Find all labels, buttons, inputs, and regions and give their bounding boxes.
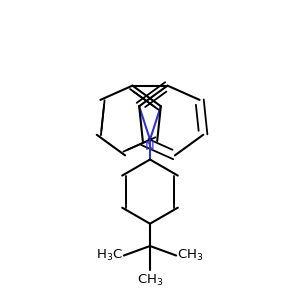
- Text: N: N: [145, 140, 155, 153]
- Text: CH$_3$: CH$_3$: [137, 273, 163, 288]
- Text: H$_3$C: H$_3$C: [96, 248, 123, 263]
- Text: CH$_3$: CH$_3$: [177, 248, 204, 263]
